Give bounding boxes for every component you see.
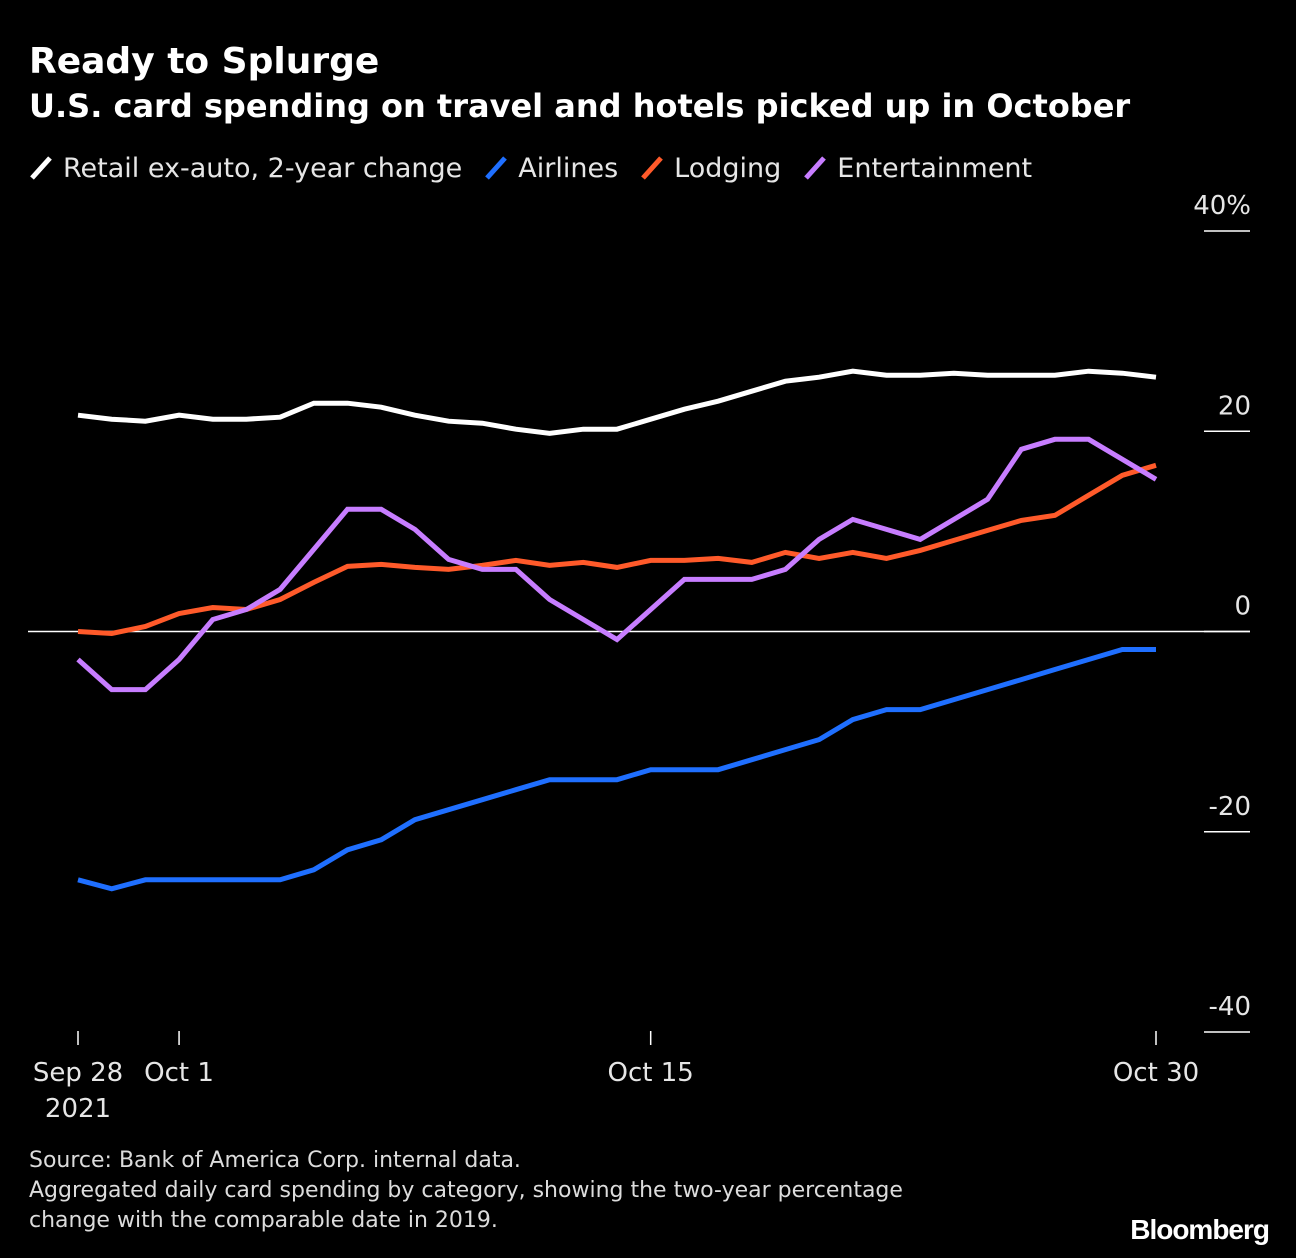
x-tick-label-0: Sep 28	[33, 1058, 123, 1088]
series-line-airlines	[77, 647, 1156, 892]
y-tick-label-20: 20	[1218, 391, 1251, 421]
legend-label-entertainment: Entertainment	[837, 152, 1033, 184]
y-tick-label-40: 40%	[1193, 191, 1251, 221]
series-line-lodging	[77, 462, 1157, 637]
legend-swatch-retail	[30, 156, 52, 180]
legend-swatch-entertainment	[804, 156, 827, 180]
x-tick-label-3: Oct 30	[1113, 1058, 1199, 1088]
source-note: Source: Bank of America Corp. internal d…	[29, 1148, 521, 1173]
method-note-line-2: change with the comparable date in 2019.	[29, 1208, 498, 1233]
legend-item-lodging: Lodging	[640, 153, 781, 184]
legend-label-retail: Retail ex-auto, 2-year change	[63, 152, 463, 184]
legend-item-airlines: Airlines	[484, 153, 618, 184]
legend-label-airlines: Airlines	[518, 152, 619, 184]
legend: Retail ex-auto, 2-year change Airlines L…	[29, 150, 1032, 186]
x-tick-label-2: Oct 15	[608, 1058, 694, 1088]
x-tick-sublabel-0: 2021	[45, 1094, 111, 1124]
chart-title: Ready to Splurge	[29, 41, 380, 82]
bloomberg-logo: Bloomberg	[1130, 1214, 1270, 1245]
chart-subtitle: U.S. card spending on travel and hotels …	[29, 87, 1131, 125]
legend-item-retail: Retail ex-auto, 2-year change	[29, 153, 462, 184]
footer-notes: Source: Bank of America Corp. internal d…	[29, 1146, 903, 1236]
legend-label-lodging: Lodging	[674, 152, 782, 184]
y-tick-label-minus-40: -40	[1209, 992, 1251, 1022]
x-tick-label-1: Oct 1	[144, 1058, 214, 1088]
series-line-entertainment	[76, 436, 1158, 693]
y-tick-label-minus-20: -20	[1209, 792, 1251, 822]
method-note-line-1: Aggregated daily card spending by catego…	[29, 1178, 903, 1203]
legend-item-entertainment: Entertainment	[803, 153, 1032, 184]
series-line-retail	[77, 368, 1157, 436]
legend-swatch-airlines	[485, 156, 508, 180]
y-tick-label-0: 0	[1234, 592, 1251, 622]
legend-swatch-lodging	[641, 156, 664, 180]
